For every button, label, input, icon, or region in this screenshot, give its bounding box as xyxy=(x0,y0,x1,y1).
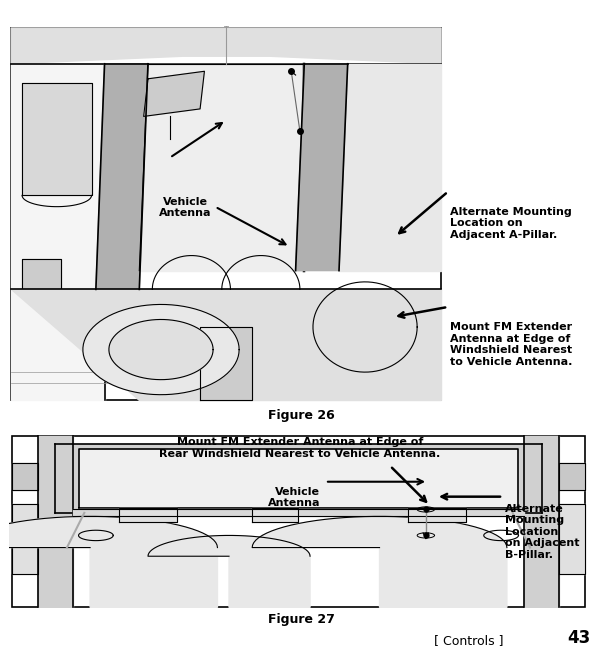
Polygon shape xyxy=(148,536,310,608)
Polygon shape xyxy=(252,517,507,608)
Polygon shape xyxy=(524,436,559,608)
Text: 43: 43 xyxy=(567,629,590,647)
Polygon shape xyxy=(252,508,298,522)
Polygon shape xyxy=(55,443,541,513)
Polygon shape xyxy=(12,436,585,608)
Polygon shape xyxy=(11,28,441,63)
Text: Alternate Mounting
Location on
Adjacent A-Pillar.: Alternate Mounting Location on Adjacent … xyxy=(450,207,572,240)
Polygon shape xyxy=(12,462,38,490)
Polygon shape xyxy=(0,517,218,608)
Text: Mount FM Extender
Antenna at Edge of
Windshield Nearest
to Vehicle Antenna.: Mount FM Extender Antenna at Edge of Win… xyxy=(450,322,572,367)
Text: [ Controls ]: [ Controls ] xyxy=(434,634,504,647)
FancyBboxPatch shape xyxy=(11,28,441,400)
Polygon shape xyxy=(38,436,73,608)
Text: Vehicle
Antenna: Vehicle Antenna xyxy=(268,487,320,508)
Polygon shape xyxy=(78,449,519,508)
Text: Vehicle
Antenna: Vehicle Antenna xyxy=(159,197,211,218)
Polygon shape xyxy=(11,28,441,400)
Polygon shape xyxy=(200,327,252,400)
Text: Mount FM Extender Antenna at Edge of
Rear Windshield Nearest to Vehicle Antenna.: Mount FM Extender Antenna at Edge of Rea… xyxy=(159,437,441,458)
Polygon shape xyxy=(408,508,466,522)
Polygon shape xyxy=(11,63,104,400)
Text: Figure 27: Figure 27 xyxy=(268,613,335,627)
Polygon shape xyxy=(559,504,585,574)
Polygon shape xyxy=(22,259,61,289)
Polygon shape xyxy=(109,320,213,379)
Polygon shape xyxy=(11,289,441,400)
Polygon shape xyxy=(96,63,148,289)
Polygon shape xyxy=(73,509,524,517)
Polygon shape xyxy=(144,71,204,116)
Polygon shape xyxy=(83,305,239,394)
Polygon shape xyxy=(339,63,441,271)
Polygon shape xyxy=(119,508,177,522)
Polygon shape xyxy=(139,63,305,271)
Text: Figure 26: Figure 26 xyxy=(268,409,335,422)
Text: Alternate
Mounting
Location
on Adjacent
B-Pillar.: Alternate Mounting Location on Adjacent … xyxy=(505,504,579,560)
Polygon shape xyxy=(559,462,585,490)
Polygon shape xyxy=(22,82,92,196)
Polygon shape xyxy=(12,504,38,574)
Polygon shape xyxy=(295,63,348,271)
